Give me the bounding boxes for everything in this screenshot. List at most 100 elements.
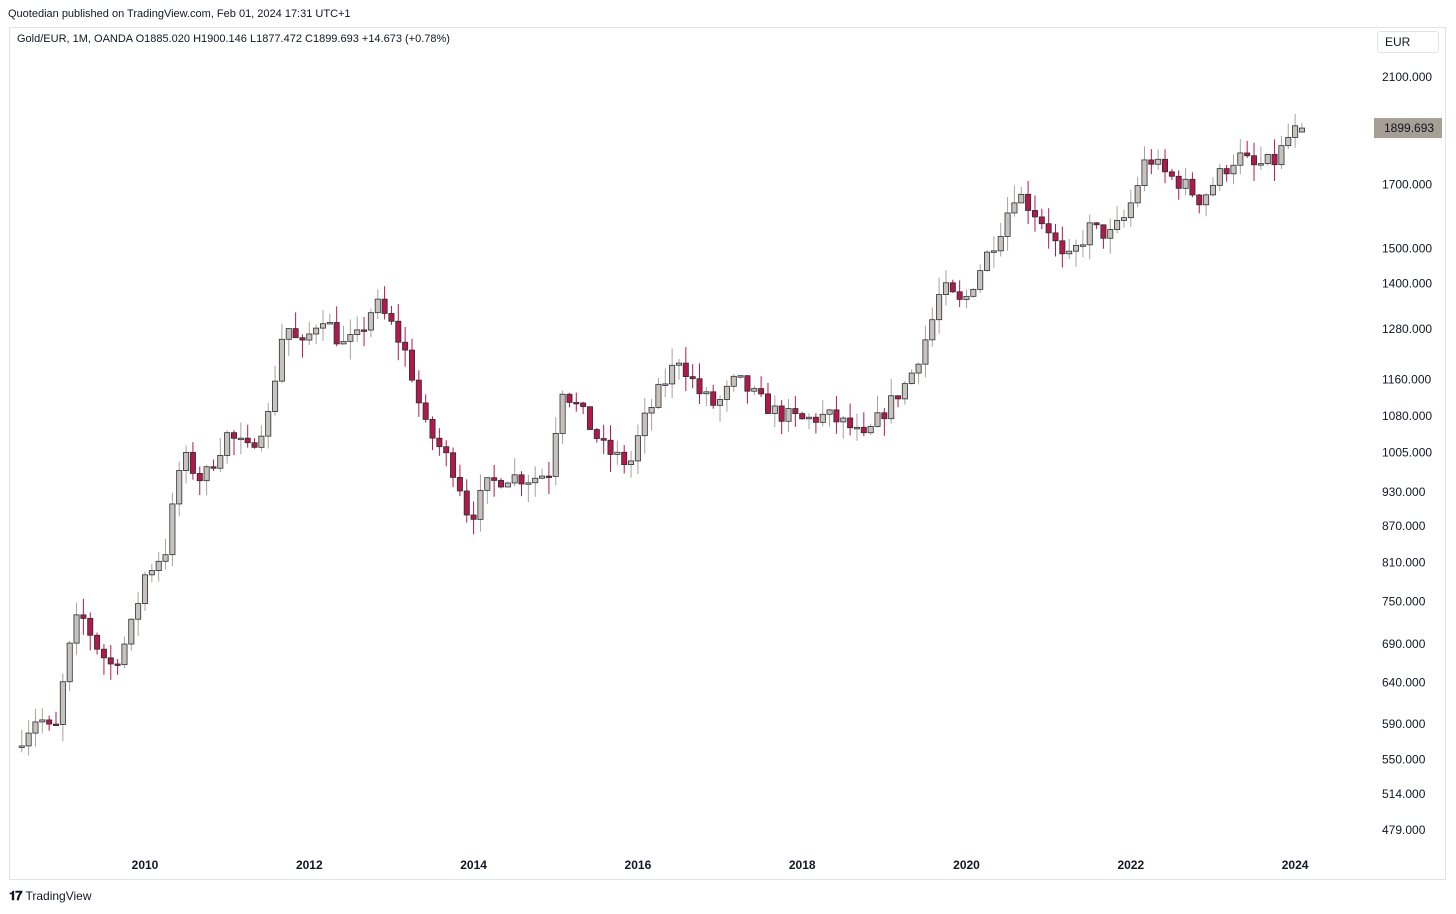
candle	[559, 390, 566, 445]
symbol-legend[interactable]: Gold/EUR, 1M, OANDA O1885.020 H1900.146 …	[17, 33, 450, 45]
candle	[1223, 164, 1230, 182]
candle	[183, 445, 190, 484]
candle	[682, 347, 689, 392]
candle	[860, 412, 867, 437]
candle	[730, 374, 737, 392]
candle	[237, 422, 244, 455]
candle	[628, 450, 635, 478]
candle	[491, 464, 498, 497]
candle	[1059, 226, 1066, 268]
candle	[135, 591, 142, 636]
x-tick-label: 2018	[789, 858, 816, 872]
footer-brand[interactable]: 𝟏𝟕 TradingView	[9, 888, 92, 904]
candle	[504, 481, 511, 488]
candle	[634, 424, 641, 475]
candle	[1018, 186, 1025, 204]
last-price-tag-bg	[1374, 118, 1442, 139]
candle	[1292, 113, 1299, 148]
candle	[826, 408, 833, 427]
candle	[107, 644, 114, 680]
candle	[819, 399, 826, 427]
candle	[1141, 146, 1148, 191]
candle	[1168, 168, 1175, 181]
candle	[785, 398, 792, 432]
y-tick-label: 640.000	[1382, 675, 1426, 689]
candle	[374, 289, 381, 320]
y-tick-label: 1500.000	[1382, 241, 1432, 255]
y-tick-label: 810.000	[1382, 555, 1426, 569]
candle	[901, 381, 908, 405]
candle	[450, 447, 457, 488]
candle	[1100, 224, 1107, 249]
candle	[655, 377, 662, 409]
candle	[1114, 206, 1121, 234]
candle	[66, 640, 73, 691]
candle	[59, 673, 66, 742]
candle	[46, 715, 53, 731]
candle	[1271, 139, 1278, 181]
candle	[100, 643, 107, 675]
candle	[1120, 209, 1127, 228]
candle	[771, 395, 778, 428]
candle	[703, 387, 710, 407]
currency-button[interactable]: EUR	[1377, 31, 1439, 53]
candle	[477, 474, 484, 532]
candle	[1251, 142, 1258, 181]
candle	[675, 358, 682, 380]
candle	[881, 408, 888, 436]
candle	[1216, 163, 1223, 191]
candle	[367, 308, 374, 338]
candle	[402, 326, 409, 367]
candle	[1257, 146, 1264, 170]
candle	[155, 551, 162, 582]
candle	[94, 632, 101, 655]
candle	[970, 288, 977, 298]
y-tick-label: 690.000	[1382, 637, 1426, 651]
candle	[744, 375, 751, 404]
y-tick-label: 1400.000	[1382, 277, 1432, 291]
candle	[1045, 208, 1052, 249]
candle	[566, 392, 573, 408]
candle	[285, 328, 292, 356]
candle	[1011, 185, 1018, 217]
candle	[299, 334, 306, 358]
time-axis: 2010 2012 2014 2016 2018 2020 2022 2024	[132, 858, 1309, 872]
candle	[169, 492, 176, 567]
candle	[1209, 177, 1216, 197]
candle	[395, 303, 402, 361]
candle	[580, 401, 587, 415]
x-tick-label: 2010	[132, 858, 159, 872]
candle	[840, 416, 847, 439]
y-tick-label: 1160.000	[1382, 372, 1431, 386]
candle	[648, 398, 655, 431]
candle	[347, 319, 354, 360]
candle	[1182, 167, 1189, 196]
y-tick-label: 479.000	[1382, 823, 1426, 837]
chart-frame	[9, 27, 1446, 880]
candle	[1298, 122, 1305, 133]
y-tick-label: 870.000	[1382, 519, 1426, 533]
candle	[929, 307, 936, 347]
candle	[525, 474, 532, 503]
candle	[87, 612, 94, 651]
candle	[25, 720, 32, 756]
candle	[415, 370, 422, 417]
candle	[224, 430, 231, 464]
x-tick-label: 2012	[296, 858, 323, 872]
candle	[39, 707, 46, 734]
candle	[545, 461, 552, 495]
tradingview-brand-label: TradingView	[25, 889, 92, 903]
candle	[1031, 195, 1038, 232]
candle	[230, 430, 237, 456]
candle	[997, 222, 1004, 257]
candle	[278, 323, 285, 384]
candle	[949, 279, 956, 293]
y-tick-label: 1005.000	[1382, 445, 1432, 459]
candle	[696, 363, 703, 404]
candle	[251, 438, 258, 449]
candle	[443, 440, 450, 467]
last-price-label: 1899.693	[1384, 121, 1434, 135]
y-tick-label: 514.000	[1382, 787, 1426, 801]
candle	[381, 286, 388, 320]
